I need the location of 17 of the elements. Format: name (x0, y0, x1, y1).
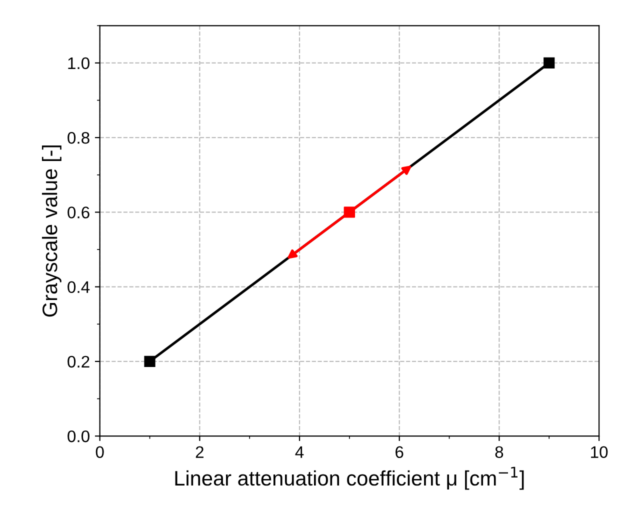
x-tick-label: 8 (495, 446, 504, 458)
y-tick-label: 0.0 (68, 430, 90, 442)
y-axis-title: Grayscale value [-] (42, 145, 62, 317)
y-tick-label: 1.0 (68, 57, 90, 70)
x-axis-title: Linear attenuation coefficient μ [cm$^{−1}$] (175, 466, 524, 490)
x-tick-label: 0 (96, 446, 104, 458)
y-tick-label: 0.4 (68, 281, 90, 294)
point (344, 206, 356, 218)
point (144, 356, 156, 367)
x-tick-label: 2 (196, 446, 204, 458)
y-tick-label: 0.2 (68, 356, 90, 368)
x-tick-label: 10 (591, 446, 608, 458)
y-tick-label: 0.6 (68, 206, 90, 218)
x-tick-label: 4 (295, 446, 304, 458)
y-tick-label: 0.8 (68, 132, 90, 144)
x-tick-label: 6 (396, 446, 404, 458)
point (544, 57, 555, 69)
